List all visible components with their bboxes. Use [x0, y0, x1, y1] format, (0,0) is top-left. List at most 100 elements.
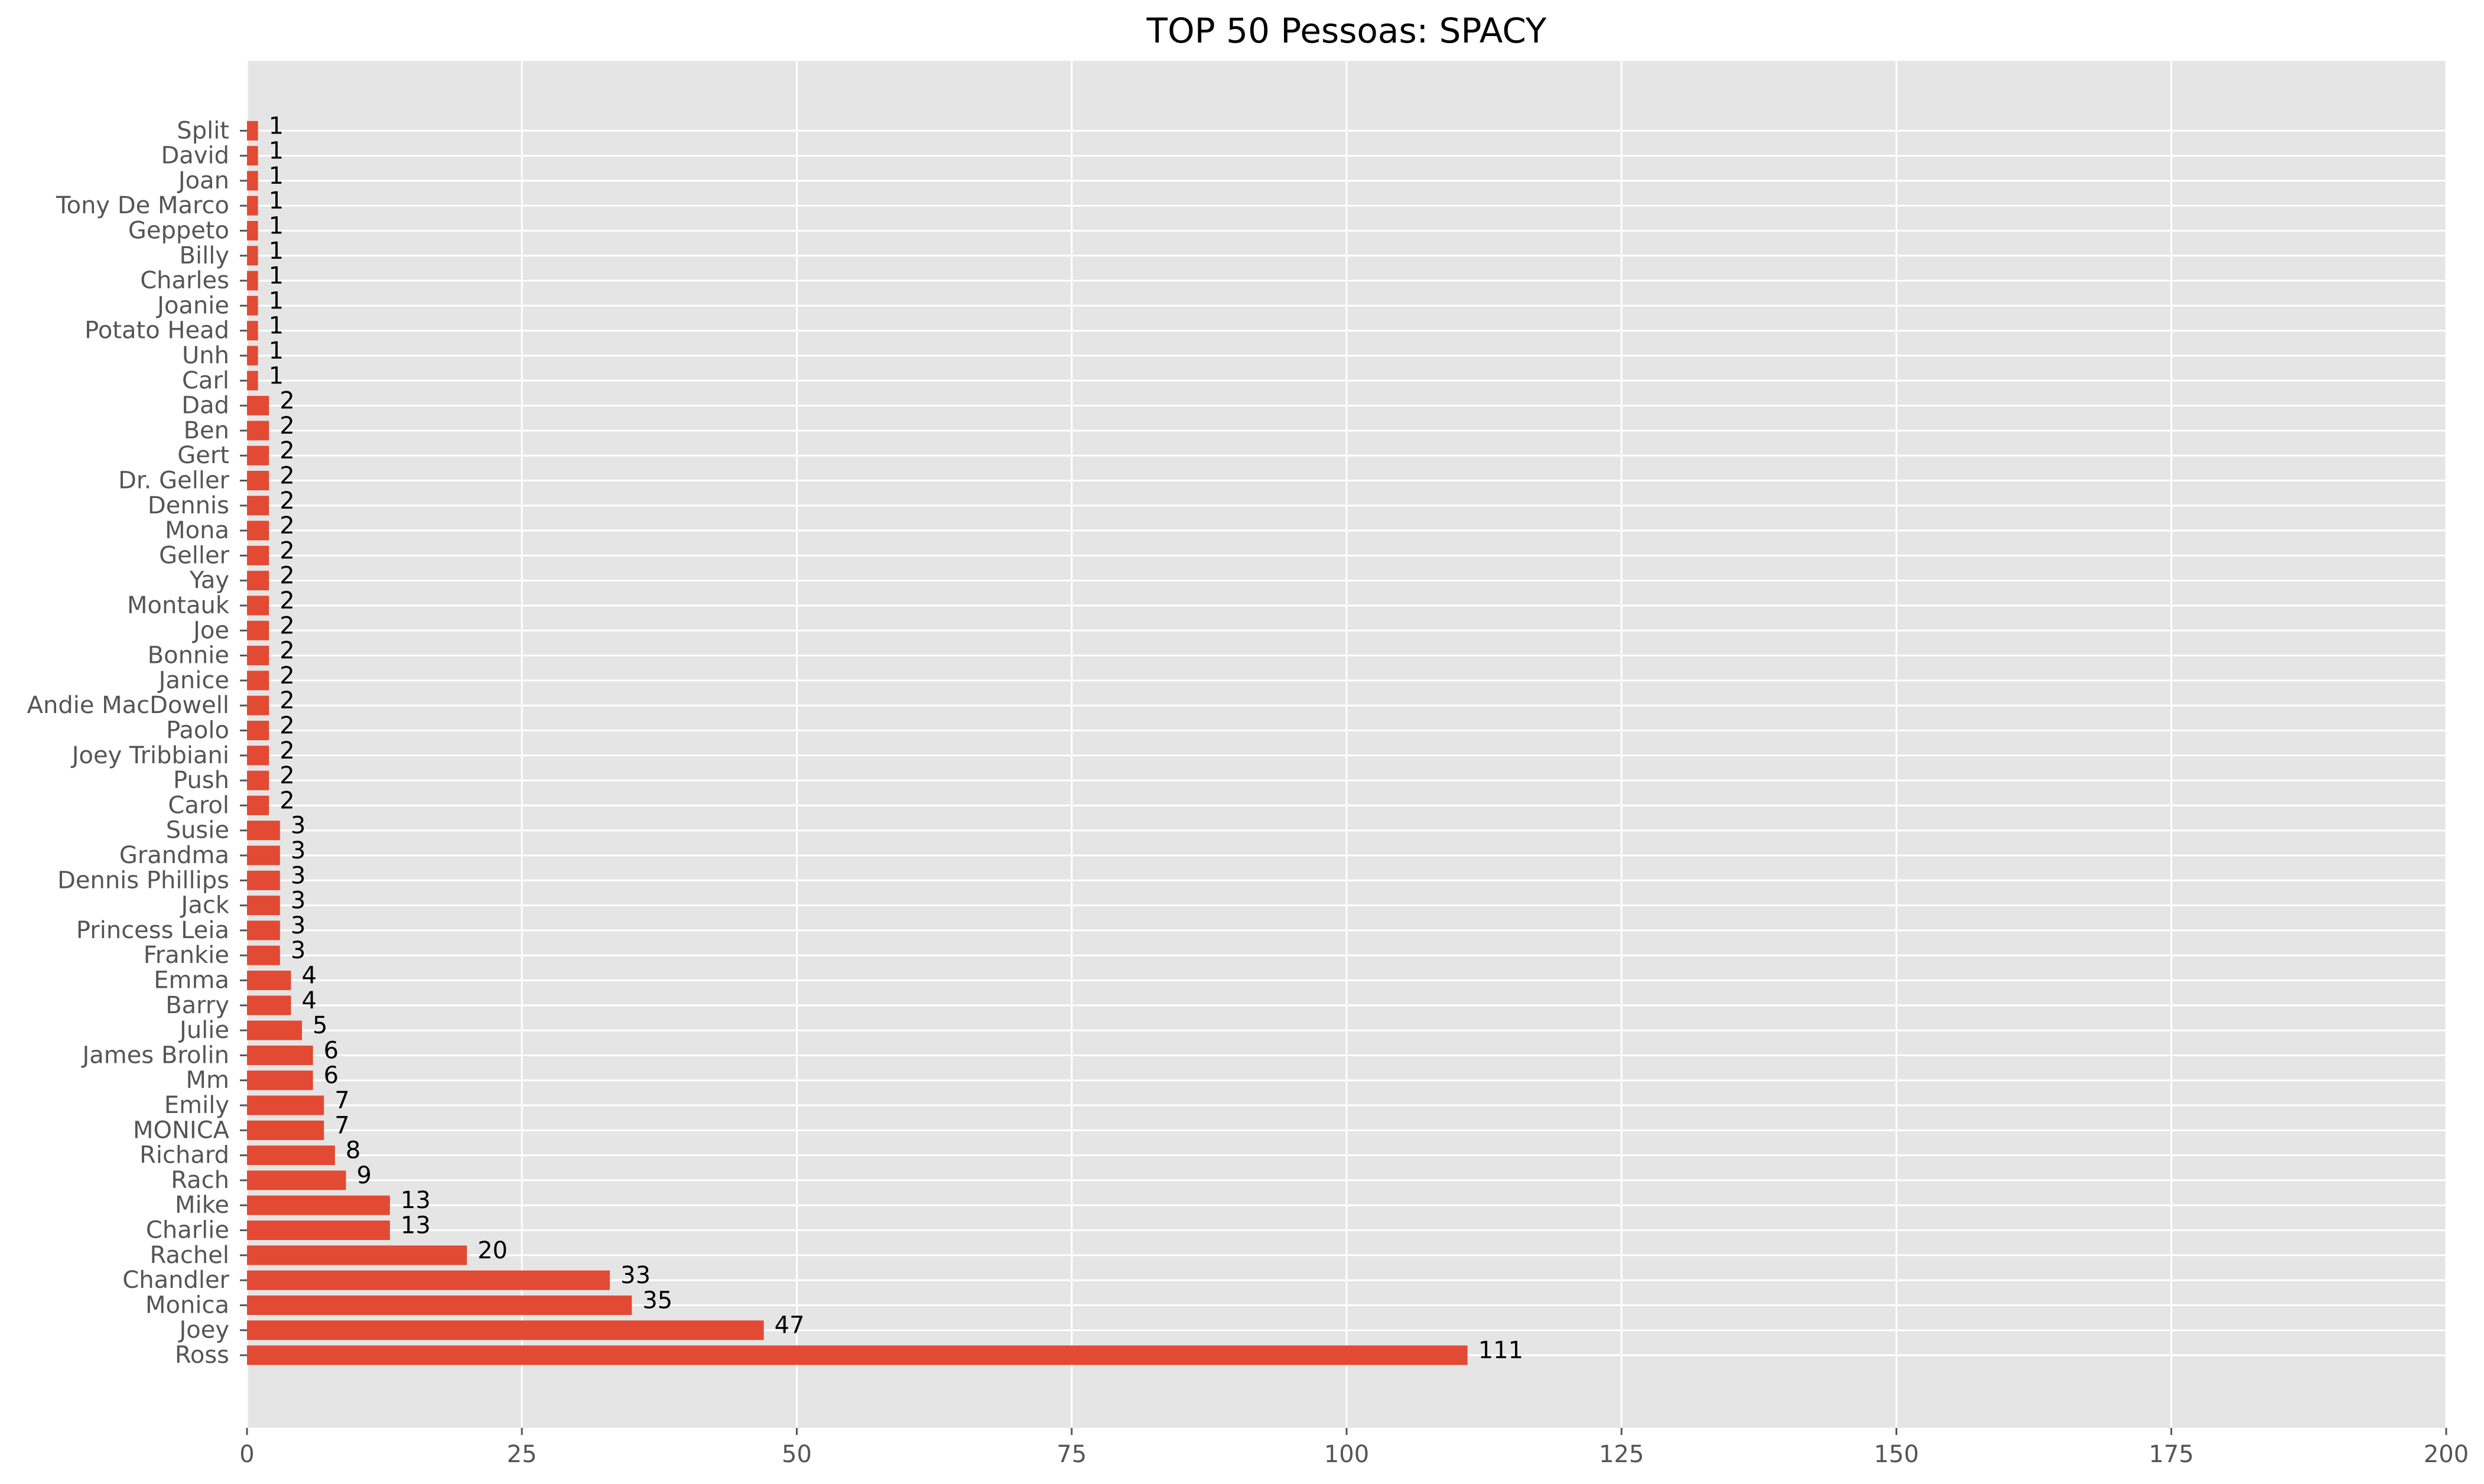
- bar: [247, 1245, 467, 1265]
- y-tick-label: Rach: [171, 1167, 229, 1194]
- data-label: 3: [291, 912, 305, 939]
- y-tick-label: Andie MacDowell: [27, 692, 229, 719]
- bar: [247, 370, 258, 390]
- y-tick-label: Yay: [189, 567, 229, 594]
- data-label: 2: [279, 537, 294, 564]
- y-tick-label: Chandler: [122, 1267, 229, 1294]
- y-tick-label: Paolo: [166, 717, 229, 744]
- bar: [247, 770, 269, 790]
- bar: [247, 1020, 303, 1040]
- y-tick-label: Joe: [191, 617, 229, 644]
- y-tick-label: Dr. Geller: [118, 467, 229, 494]
- bar: [247, 221, 258, 240]
- data-label: 2: [279, 562, 294, 590]
- data-label: 1: [269, 112, 284, 139]
- y-tick-label: Mike: [175, 1192, 229, 1219]
- data-label: 2: [279, 787, 294, 814]
- y-tick-label: Split: [177, 117, 229, 144]
- y-tick-label: Billy: [180, 242, 229, 269]
- data-label: 13: [401, 1212, 431, 1239]
- data-label: 5: [313, 1012, 327, 1039]
- bar: [247, 896, 280, 916]
- data-label: 4: [301, 962, 316, 990]
- data-label: 1: [269, 237, 284, 265]
- bar: [247, 396, 269, 416]
- y-tick-label: Jack: [180, 892, 230, 919]
- y-tick-label: Charlie: [146, 1217, 229, 1244]
- bar: [247, 1070, 313, 1091]
- y-tick-label: Joey: [177, 1317, 229, 1344]
- y-tick-label: Geller: [159, 542, 229, 569]
- y-tick-label: Barry: [165, 992, 229, 1019]
- data-label: 3: [291, 887, 305, 915]
- bar: [247, 695, 269, 715]
- y-tick-label: Emma: [154, 967, 229, 994]
- bar: [247, 1221, 390, 1240]
- data-labels: 1114735332013139877665443333332222222222…: [269, 112, 1523, 1364]
- data-label: 2: [279, 388, 294, 415]
- data-label: 2: [279, 737, 294, 764]
- y-tick-label: Mona: [165, 517, 229, 544]
- data-label: 2: [279, 762, 294, 789]
- y-tick-label: Dennis: [148, 492, 229, 519]
- bar: [247, 795, 269, 815]
- bar: [247, 821, 280, 841]
- data-label: 2: [279, 662, 294, 689]
- bar: [247, 721, 269, 740]
- bar: [247, 520, 269, 541]
- y-tick-label: Frankie: [144, 942, 229, 969]
- x-tick-label: 75: [1056, 1441, 1087, 1468]
- chart-title: TOP 50 Pessoas: SPACY: [1146, 11, 1547, 51]
- data-label: 3: [291, 837, 305, 864]
- data-label: 1: [269, 162, 284, 190]
- y-tick-label: Ross: [175, 1342, 229, 1369]
- bar: [247, 995, 291, 1016]
- y-tick-label: Potato Head: [84, 317, 229, 344]
- y-tick-label: Tony De Marco: [56, 192, 229, 219]
- bar: [247, 595, 269, 616]
- data-label: 35: [642, 1287, 672, 1314]
- bar: [247, 121, 258, 141]
- y-tick-label: Grandma: [119, 842, 229, 869]
- bars: [247, 121, 1468, 1365]
- data-label: 2: [279, 487, 294, 515]
- bar: [247, 545, 269, 565]
- data-label: 2: [279, 512, 294, 539]
- y-tick-label: Emily: [164, 1092, 229, 1119]
- data-label: 2: [279, 612, 294, 639]
- x-tick-label: 50: [782, 1441, 812, 1468]
- data-label: 3: [291, 937, 305, 964]
- x-tick-label: 150: [1874, 1441, 1919, 1468]
- bar: [247, 1320, 764, 1340]
- bar: [247, 295, 258, 315]
- y-tick-label: Unh: [182, 342, 229, 369]
- bar: [247, 620, 269, 640]
- x-tick-label: 25: [507, 1441, 537, 1468]
- bar: [247, 1170, 346, 1190]
- data-label: 2: [279, 412, 294, 440]
- bar: [247, 196, 258, 216]
- x-tick-label: 0: [239, 1441, 254, 1468]
- data-label: 7: [334, 1087, 349, 1114]
- bar: [247, 1145, 335, 1166]
- data-label: 2: [279, 587, 294, 614]
- y-tick-label: Montauk: [127, 592, 230, 619]
- data-label: 1: [269, 337, 284, 365]
- y-tick-label: Joey Tribbiani: [70, 742, 229, 769]
- data-label: 2: [279, 463, 294, 490]
- bar: [247, 571, 269, 591]
- bar: [247, 1270, 610, 1290]
- y-tick-label: James Brolin: [81, 1042, 230, 1069]
- y-tick-label: David: [161, 142, 230, 170]
- y-tick-label: Joanie: [155, 292, 229, 319]
- data-label: 4: [301, 987, 316, 1014]
- data-label: 3: [291, 812, 305, 839]
- y-tick-label: Gert: [177, 442, 229, 469]
- x-tick-label: 175: [2149, 1441, 2194, 1468]
- bar: [247, 1045, 313, 1065]
- bar: [247, 671, 269, 691]
- bar: [247, 346, 258, 366]
- data-label: 2: [279, 437, 294, 464]
- y-tick-label: Push: [173, 767, 229, 794]
- data-label: 111: [1478, 1337, 1523, 1364]
